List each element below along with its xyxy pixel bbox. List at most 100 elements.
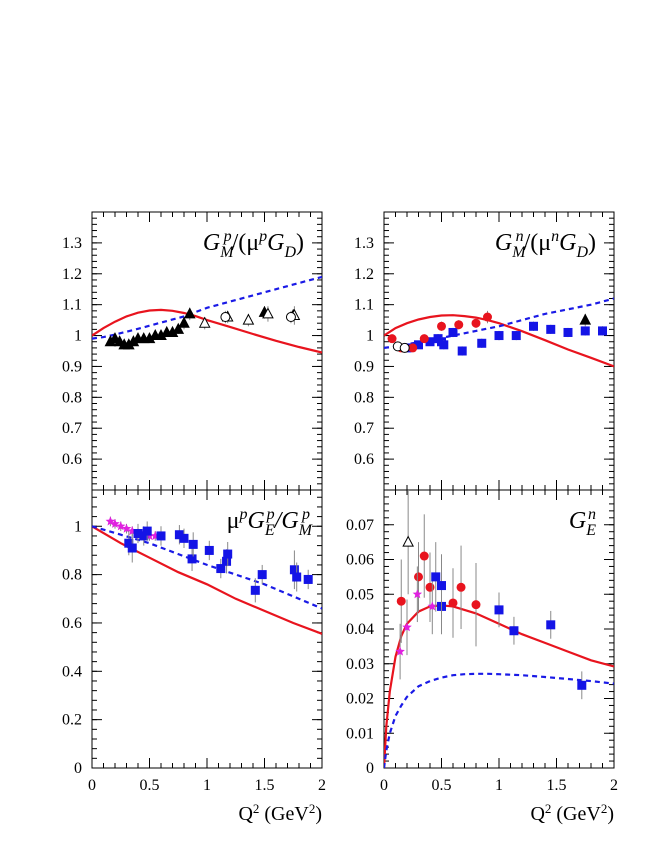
data-point-square — [509, 626, 519, 636]
series-triangle-open — [198, 306, 301, 330]
dashed-curve — [384, 672, 614, 768]
series-circle-filled — [387, 310, 492, 353]
y-tick-label: 1.2 — [62, 266, 82, 283]
data-point-square — [289, 565, 299, 575]
y-tick-label: 1 — [74, 518, 82, 535]
data-point-square — [142, 526, 152, 536]
series-triangle-filled — [104, 305, 300, 350]
data-point-circle — [419, 334, 429, 344]
panel-title: μpGEp/GMp — [227, 506, 314, 539]
data-point-square — [188, 539, 198, 549]
y-tick-label: 0.6 — [62, 615, 82, 632]
x-tick-label: 0.5 — [140, 777, 160, 794]
series-star — [395, 566, 438, 680]
panel-title: GMn/(μnGD) — [495, 228, 596, 261]
y-tick-label: 0.6 — [354, 451, 374, 468]
y-axis: 0 0.2 0.4 0.6 0.8 1 — [62, 496, 322, 777]
data-point-square — [139, 531, 149, 541]
data-point-circle — [414, 572, 423, 582]
data-point-square — [511, 331, 521, 341]
data-point-circle — [396, 596, 406, 606]
data-point-square — [174, 530, 184, 540]
data-point-square — [425, 337, 435, 347]
panel-title: GMp/(μpGD) — [203, 228, 304, 261]
data-point-triangle — [172, 322, 185, 334]
data-point-square — [223, 549, 233, 559]
series-circle-open — [220, 310, 296, 324]
x-tick-label: 2 — [610, 777, 618, 794]
data-point-star — [121, 523, 132, 533]
data-point-circle — [419, 551, 429, 561]
data-point-square — [222, 556, 232, 566]
data-point-square — [563, 327, 573, 337]
x-tick-label: 1 — [495, 777, 503, 794]
data-point-triangle — [579, 313, 592, 325]
data-point-triangle — [178, 316, 190, 328]
y-tick-label: 0.9 — [62, 358, 82, 375]
y-tick-label: 0.06 — [346, 552, 374, 569]
data-point-square — [580, 326, 590, 336]
data-point-square — [124, 538, 134, 548]
data-point-square — [598, 326, 607, 336]
y-tick-label: 1.2 — [354, 266, 374, 283]
y-tick-label: 1 — [366, 328, 374, 345]
x-tick-label: 0 — [380, 777, 388, 794]
data-point-square — [127, 543, 137, 553]
data-point-open-triangle — [262, 307, 274, 319]
data-point-circle — [456, 582, 466, 592]
y-tick-label: 0.9 — [354, 358, 374, 375]
data-point-circle — [425, 582, 435, 592]
y-tick-label: 0.7 — [62, 420, 82, 437]
x-tick-label: 1.5 — [255, 777, 275, 794]
y-tick-label: 0.4 — [62, 663, 82, 680]
data-point-star — [412, 589, 423, 599]
x-axis: 0 0.5 1 1.5 2 — [380, 490, 618, 794]
data-point-circle — [437, 321, 446, 331]
y-axis: 0.6 0.7 0.8 0.9 1 1.1 1.2 1.3 — [62, 211, 322, 491]
data-point-square — [216, 564, 226, 574]
data-point-circle — [483, 312, 492, 322]
y-tick-label: 1 — [74, 328, 82, 345]
y-tick-label: 0.05 — [346, 586, 374, 603]
series-square-filled — [431, 542, 587, 700]
x-axis-title: Q2 (GeV2) — [238, 801, 322, 826]
data-point-open-triangle — [198, 316, 211, 328]
panel-ratio: 0 0.2 0.4 0.6 0.8 1 0 0.5 1 1.5 2 Q2 (GeV2) μpGEp/GM… — [62, 489, 326, 826]
data-point-circle — [387, 334, 397, 344]
y-tick-label: 1.1 — [354, 297, 374, 314]
y-tick-label: 1.1 — [62, 297, 82, 314]
series-square-filled — [124, 521, 313, 603]
y-tick-label: 0.8 — [62, 567, 82, 584]
series-triangle-filled — [579, 313, 592, 327]
data-point-triangle — [183, 307, 196, 319]
data-point-square — [546, 620, 556, 630]
data-point-square — [494, 605, 504, 615]
y-tick-label: 0.03 — [346, 656, 374, 673]
x-tick-label: 2 — [318, 777, 326, 794]
dashed-curve — [92, 275, 322, 340]
series-circle-open — [392, 341, 410, 353]
data-point-square — [156, 531, 166, 541]
x-axis — [91, 212, 323, 490]
data-point-square — [414, 340, 423, 350]
y-tick-label: 0.8 — [354, 389, 374, 406]
y-tick-label: 0.01 — [346, 725, 374, 742]
panel-gen: 0 0.01 0.02 0.03 0.04 0.05 0.06 0.07 0 0.5 1 1.5 2 Q2… — [346, 489, 618, 826]
data-point-star — [127, 526, 137, 536]
data-point-square — [204, 545, 214, 555]
x-axis — [383, 212, 615, 490]
y-tick-label: 0.04 — [346, 621, 374, 638]
dashed-curve — [92, 525, 322, 610]
data-point-circle — [454, 320, 464, 330]
data-point-star — [116, 521, 126, 531]
data-point-open-circle — [399, 342, 410, 353]
data-point-star — [150, 530, 160, 540]
data-point-square — [257, 570, 267, 580]
y-tick-label: 1.3 — [62, 235, 82, 252]
data-point-square — [477, 338, 487, 348]
x-axis-title: Q2 (GeV2) — [530, 801, 614, 826]
x-tick-label: 0 — [88, 777, 96, 794]
solid-curve — [384, 604, 614, 768]
y-tick-label: 0 — [74, 760, 82, 777]
